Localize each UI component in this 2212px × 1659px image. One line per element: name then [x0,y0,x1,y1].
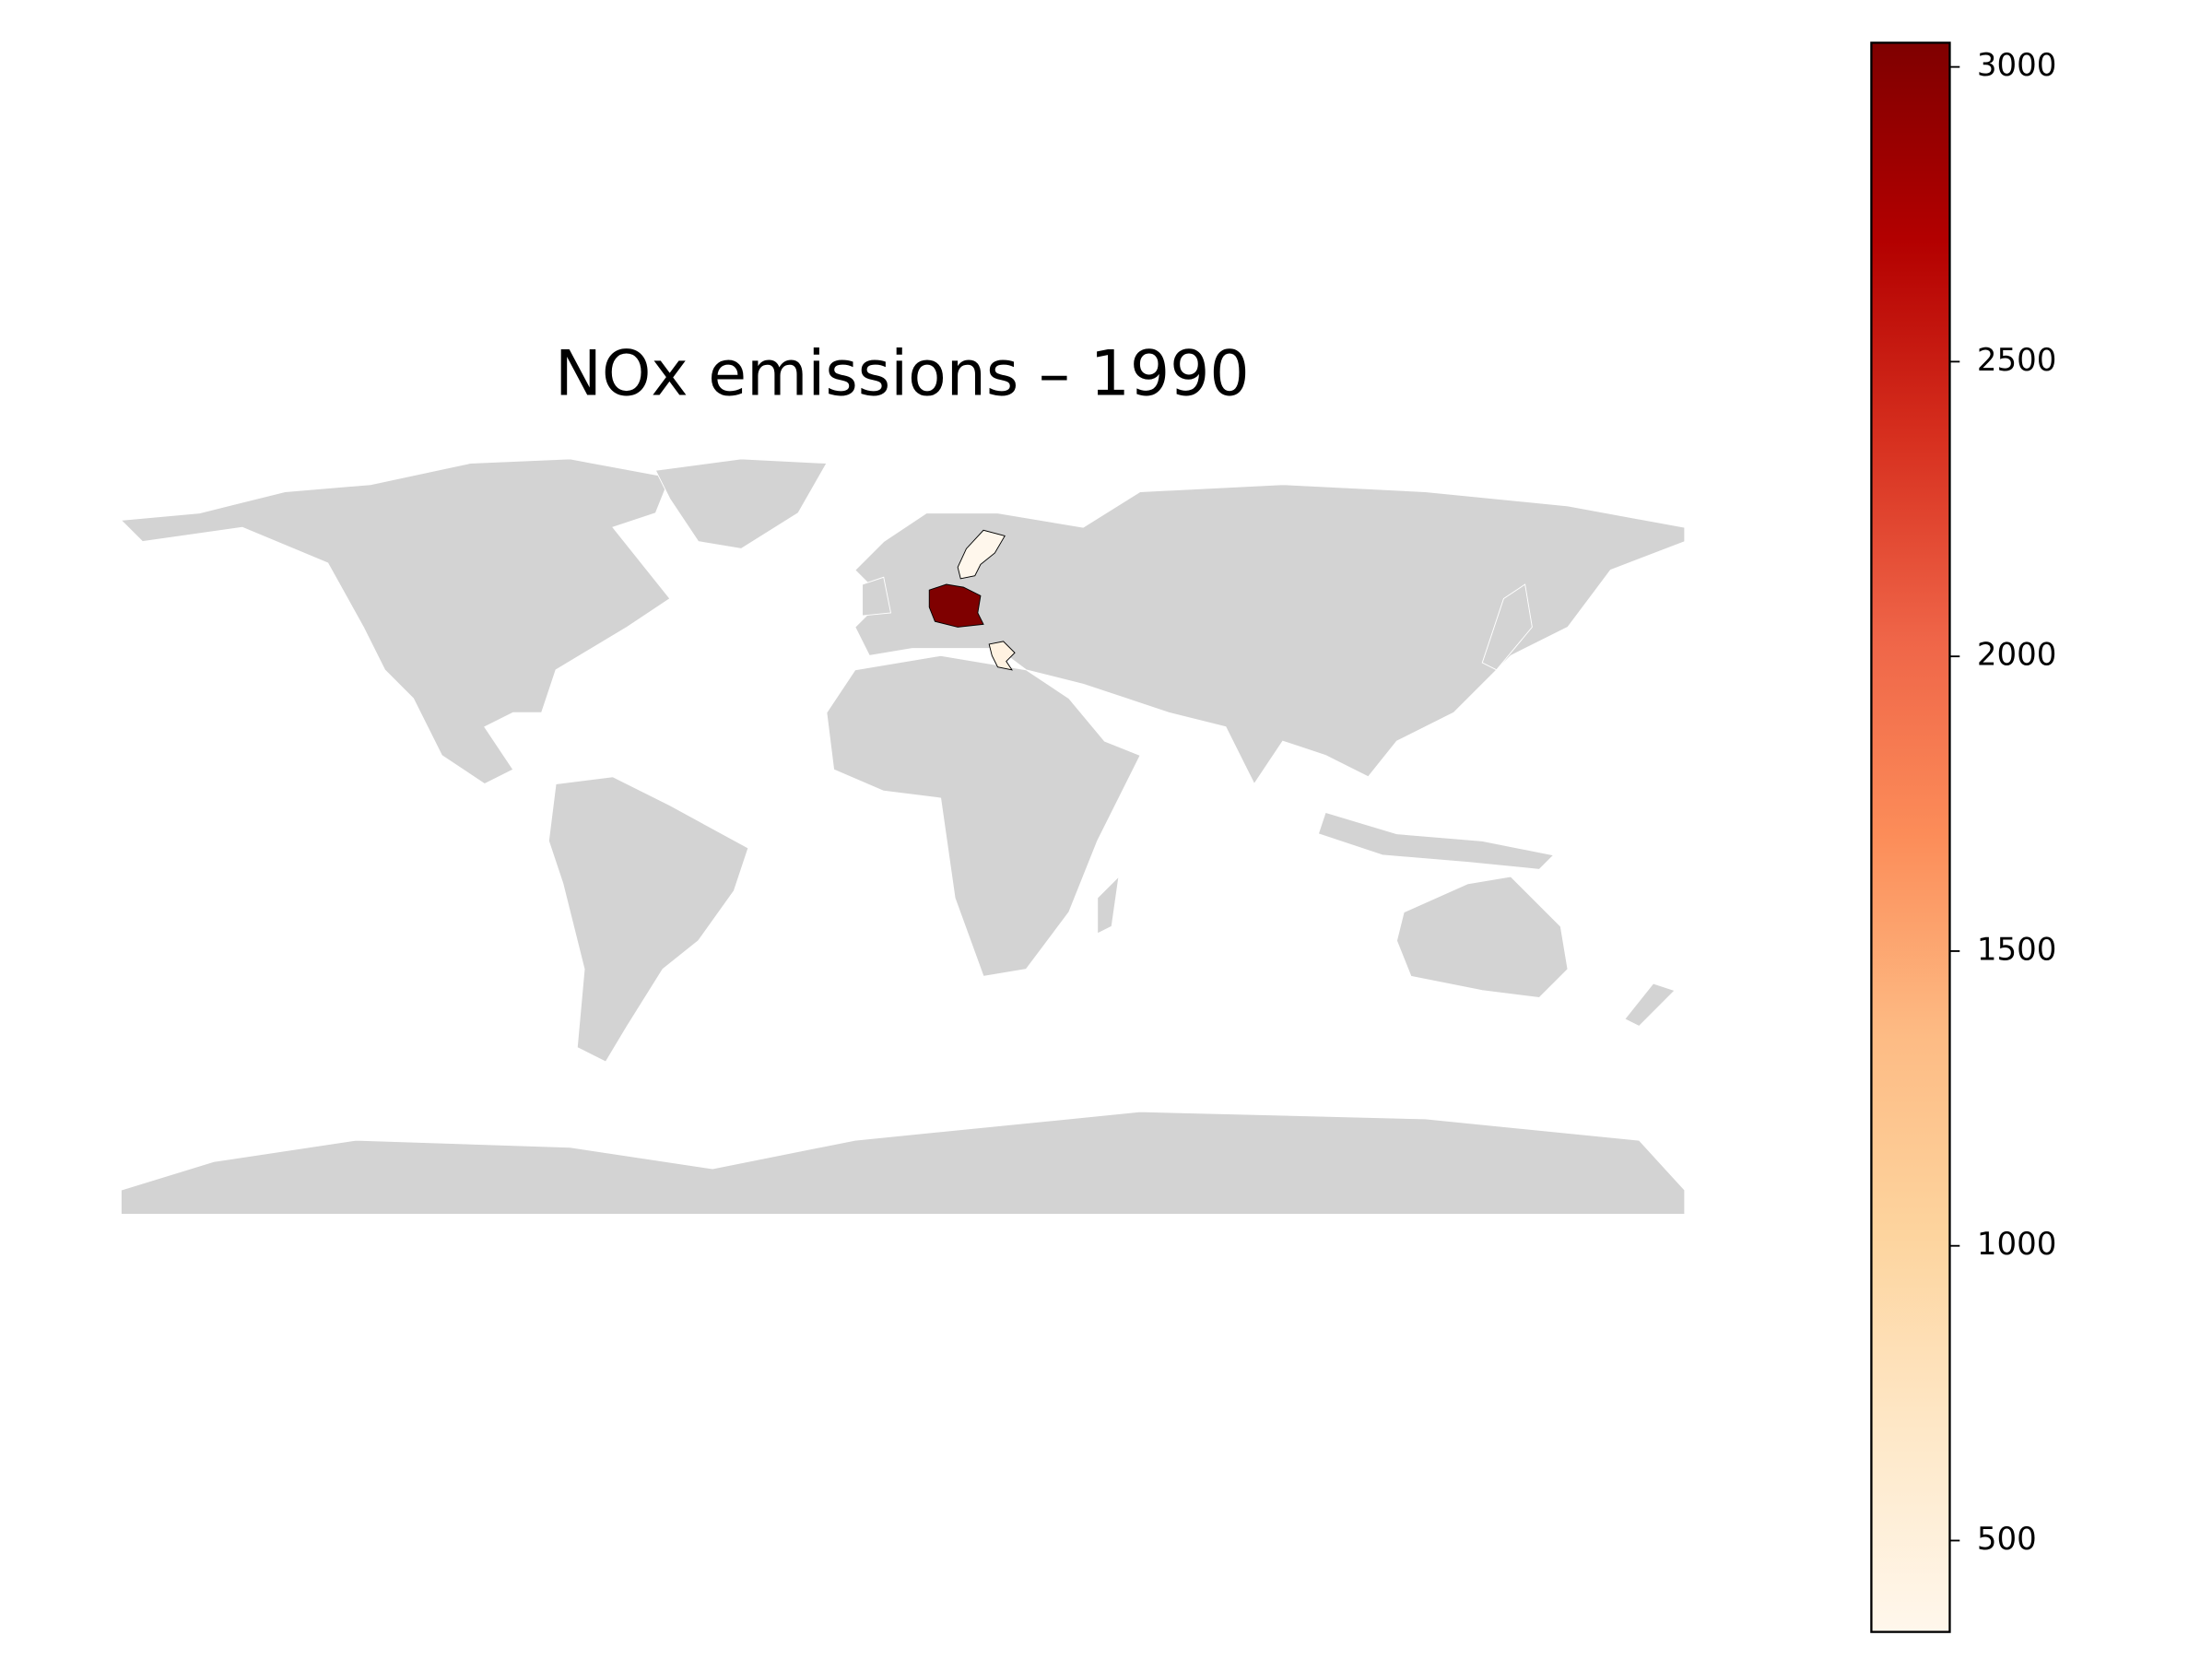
colorbar-tick-label: 2000 [1977,637,2057,674]
region [988,641,1016,671]
uk [862,576,892,617]
south-america [547,776,749,1063]
africa [826,654,1141,977]
colorbar-tick-label: 3000 [1977,47,2057,84]
world-map [120,458,1686,1215]
antarctica [120,1111,1686,1215]
indonesia [1317,811,1555,870]
greenland [654,458,828,549]
new-zealand [1624,982,1676,1027]
chart-title: NOx emissions – 1990 [555,337,1250,410]
colorbar-tick-label: 1000 [1977,1226,2057,1263]
region [928,583,984,628]
madagascar [1097,875,1120,935]
japan [1481,583,1533,671]
colorbar-tick-label: 1500 [1977,931,2057,968]
north-america [120,458,671,785]
region [957,529,1006,580]
colorbar-tick-label: 500 [1977,1521,2037,1558]
colorbar [1870,41,1951,1633]
australia [1395,876,1569,998]
colorbar-tick-label: 2500 [1977,342,2057,379]
